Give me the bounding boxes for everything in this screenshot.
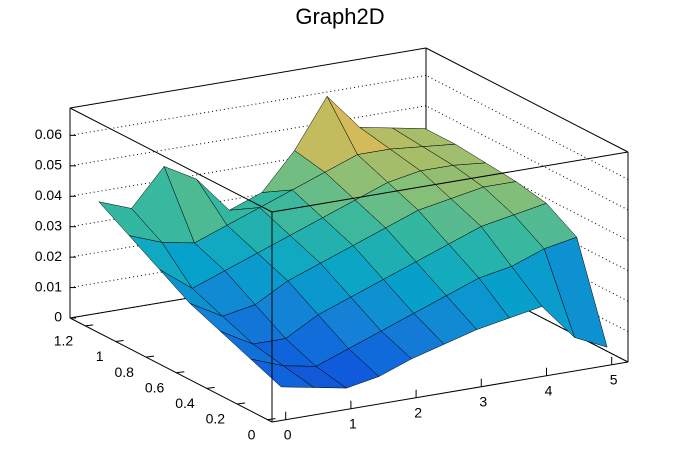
y-tick [145, 355, 155, 358]
z-tick-label: 0.03 [35, 217, 62, 233]
y-tick-label: 0.2 [206, 411, 226, 427]
box-edge [69, 107, 273, 213]
x-tick-label: 1 [349, 415, 357, 431]
x-tick-label: 5 [610, 371, 618, 387]
surface-cell [249, 358, 315, 388]
box-edge [271, 361, 629, 423]
box-edge [271, 151, 629, 213]
y-tick-label: 1 [96, 348, 104, 364]
y-tick-label: 0 [248, 426, 256, 442]
box-edge [425, 47, 629, 153]
x-tick-label: 3 [479, 393, 487, 409]
y-tick-label: 1.2 [54, 333, 74, 349]
y-tick [267, 418, 276, 421]
z-tick-label: 0.02 [35, 248, 62, 264]
y-tick-label: 0.8 [114, 364, 134, 380]
y-tick [176, 371, 185, 374]
grid-line [69, 105, 427, 167]
y-tick-label: 0.4 [175, 395, 195, 411]
grid-line [69, 74, 427, 136]
x-tick-label: 4 [545, 382, 553, 398]
z-tick-label: 0.06 [35, 126, 62, 142]
box-edge [69, 47, 427, 109]
z-tick-label: 0.05 [35, 157, 62, 173]
y-tick [85, 324, 94, 327]
y-tick [115, 339, 124, 342]
y-tick [237, 402, 246, 405]
y-tick-label: 0.6 [145, 379, 165, 395]
z-tick-label: 0.04 [35, 187, 62, 203]
box-edge [69, 317, 273, 423]
z-tick-label: 0.01 [35, 278, 62, 294]
z-tick-label: 0 [54, 309, 62, 325]
x-tick-label: 2 [414, 404, 422, 420]
y-tick [206, 386, 215, 389]
x-tick-label: 0 [284, 426, 292, 442]
chart-title: Graph2D [295, 4, 384, 29]
